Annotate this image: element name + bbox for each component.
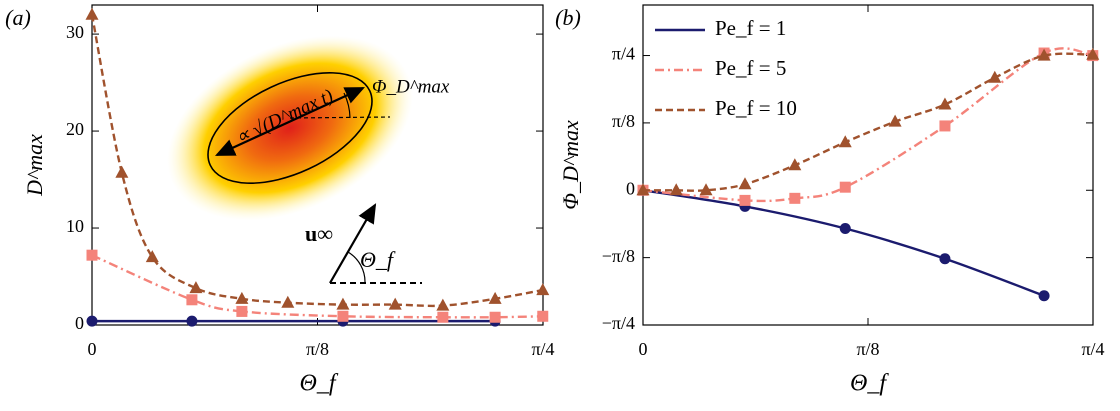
marker [1038,290,1050,302]
marker [739,194,751,206]
inset: ∝ √(D^max t) Φ_D^max u∞ Θ_f [167,35,450,284]
annotation: Θ_f [360,247,396,272]
marker [281,295,295,308]
marker [536,283,550,296]
marker [938,97,952,110]
marker [337,310,349,322]
marker [839,181,851,193]
marker [669,183,683,196]
marker [888,114,902,127]
flow-vector [329,203,377,284]
x-axis-label: Θ_f [300,371,339,397]
flow-angle-arc [347,251,366,284]
reference-line [289,116,391,119]
panel-label: (a) [5,5,31,30]
marker [189,281,203,294]
y-tick-label: −π/8 [602,246,635,266]
marker [336,297,350,310]
marker [145,250,159,263]
panel-label: (b) [555,5,581,30]
panel: 0 π/8 π/4 −π/4 −π/8 0 π/8 π/4 Θ_f Φ_D^max (b) Pe_f … [555,4,1105,397]
legend-label: Pe_f = 5 [715,56,786,80]
marker [235,291,249,304]
x-tick-label: π/8 [856,339,879,359]
series-line [91,254,543,319]
marker [939,120,951,132]
x-axis-label: Θ_f [850,371,889,397]
marker [789,192,801,204]
panel: 0 π/8 π/4 0 10 20 30 Θ_f D^max (a) [5,4,555,397]
concentration-blob [167,35,413,221]
marker [388,297,402,310]
angle-arc [343,92,351,119]
y-axis-label: Φ_D^max [558,120,583,210]
marker [488,291,502,304]
series-line [642,47,1093,203]
marker [738,177,752,190]
series-line [643,52,1093,192]
y-tick-label: π/8 [612,111,635,131]
legend-label: Pe_f = 1 [715,16,786,40]
y-tick-label: 30 [66,22,84,42]
series-line [90,14,543,308]
annotation: Φ_D^max [372,76,450,97]
marker [838,135,852,148]
y-tick-label: 0 [75,313,84,333]
y-tick-label: 20 [66,119,84,139]
annotation: u∞ [305,221,333,246]
axis-arrow [215,87,365,156]
marker [988,70,1002,83]
marker [115,165,129,178]
marker [436,298,450,311]
y-axis-label: D^max [22,134,47,197]
plot-frame [91,4,544,326]
marker [636,183,650,196]
y-tick-label: 10 [66,216,84,236]
marker [788,158,802,171]
y-tick-label: −π/4 [602,313,635,333]
x-tick-label: π/4 [531,339,554,359]
plot-frame [642,4,1094,326]
marker [85,7,99,20]
marker [1037,48,1051,61]
marker [489,311,501,323]
x-tick-label: 0 [639,339,648,359]
marker [86,249,98,261]
marker [839,223,851,235]
marker [86,315,98,327]
x-tick-label: 0 [88,339,97,359]
marker [699,183,713,196]
y-tick-label: 0 [626,178,635,198]
y-tick-label: π/4 [612,44,635,64]
marker [537,310,549,322]
marker [939,253,951,265]
marker [186,315,198,327]
series-line [642,189,1045,297]
x-tick-label: π/4 [1081,339,1104,359]
marker [437,311,449,323]
marker [186,294,198,306]
marker [236,305,248,317]
legend-label: Pe_f = 10 [715,96,797,120]
x-tick-label: π/8 [306,339,329,359]
marker [1086,47,1100,60]
